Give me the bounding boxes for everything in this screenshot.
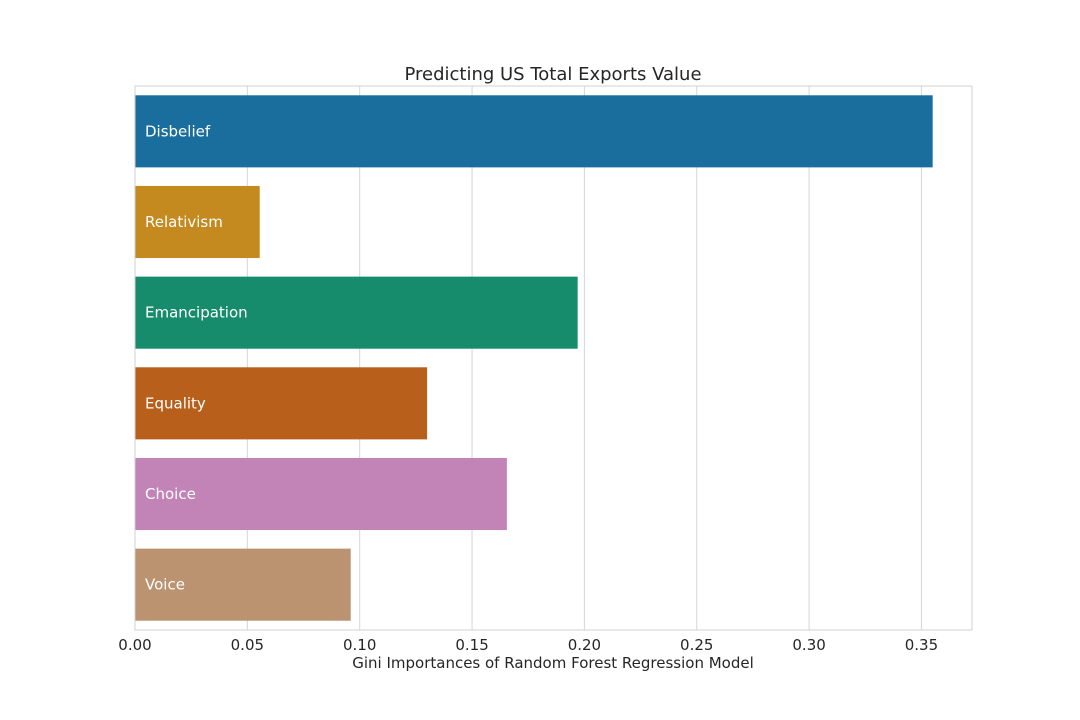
plot-frame xyxy=(134,85,973,631)
bar-label-equality: Equality xyxy=(145,394,206,412)
x-tick-label: 0.05 xyxy=(231,636,264,654)
x-tick-labels: 0.00 0.05 0.10 0.15 0.20 0.25 0.30 0.35 xyxy=(118,636,938,654)
bar-label-voice: Voice xyxy=(145,576,185,594)
bar-emancipation xyxy=(135,276,578,349)
bar-disbelief xyxy=(135,95,933,168)
x-tick-label: 0.15 xyxy=(455,636,488,654)
x-tick-label: 0.25 xyxy=(680,636,713,654)
x-axis-label: Gini Importances of Random Forest Regres… xyxy=(352,654,754,672)
grid-lines xyxy=(246,86,922,630)
bar-label-disbelief: Disbelief xyxy=(145,122,211,140)
x-tick-label: 0.10 xyxy=(343,636,376,654)
chart-title: Predicting US Total Exports Value xyxy=(404,64,701,85)
bar-choice xyxy=(135,457,507,531)
bar-relativism xyxy=(135,185,260,259)
bar-voice xyxy=(135,548,351,621)
x-tick-label: 0.20 xyxy=(568,636,601,654)
bar-label-emancipation: Emancipation xyxy=(145,304,248,322)
bar-label-relativism: Relativism xyxy=(145,213,223,231)
x-tick-label: 0.30 xyxy=(792,636,825,654)
bar-label-choice: Choice xyxy=(145,485,196,503)
bars: Disbelief Relativism Emancipation Equality C… xyxy=(135,95,933,621)
x-tick-label: 0.35 xyxy=(905,636,938,654)
bar-equality xyxy=(135,367,428,440)
x-tick-label: 0.00 xyxy=(118,636,151,654)
